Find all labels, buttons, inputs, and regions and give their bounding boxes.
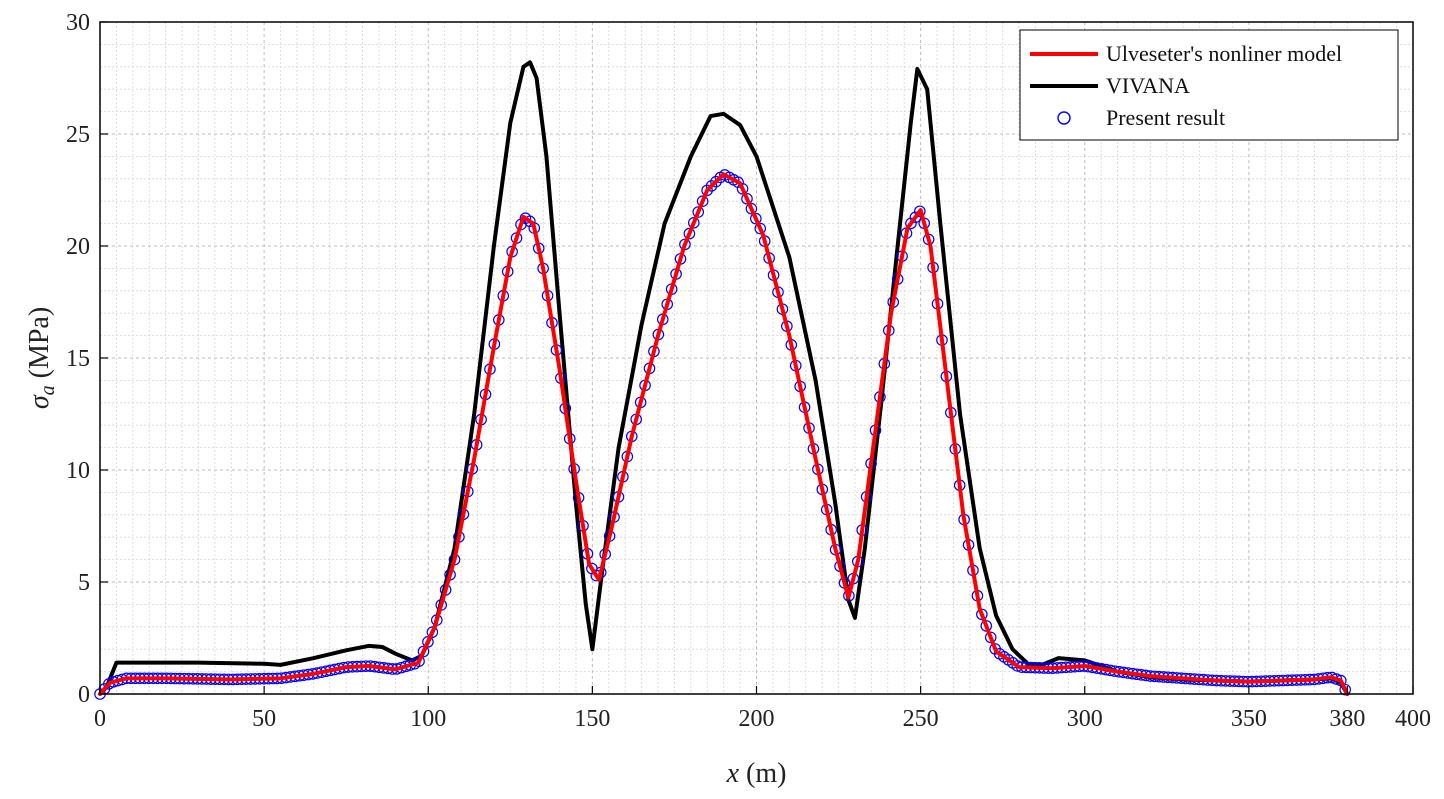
legend: Ulveseter's nonliner model VIVANA Present … bbox=[1019, 29, 1399, 141]
series-present-result-marker bbox=[422, 636, 434, 648]
series-vivana-line bbox=[98, 60, 1350, 696]
x-tick-label: 350 bbox=[1231, 706, 1267, 732]
series-present-result-marker bbox=[736, 183, 749, 195]
x-tick-label: 200 bbox=[739, 706, 775, 732]
y-axis-var: σ bbox=[24, 394, 55, 409]
series-present-result-marker bbox=[413, 655, 425, 668]
x-axis-unit: (m) bbox=[739, 758, 786, 789]
series-present-result-marker bbox=[741, 192, 753, 205]
y-axis-unit: (MPa) bbox=[24, 307, 55, 386]
series-layer bbox=[94, 60, 1352, 700]
series-present-result-marker bbox=[426, 626, 439, 638]
legend-label: VIVANA bbox=[1106, 73, 1190, 98]
x-tick-label: 400 bbox=[1395, 706, 1431, 732]
series-present-result-marker bbox=[913, 205, 926, 218]
legend-items: Ulveseter's nonliner model VIVANA Present … bbox=[1030, 41, 1342, 130]
series-present-result-marker bbox=[1339, 683, 1352, 696]
x-tick-label: 300 bbox=[1067, 706, 1103, 732]
y-tick-label: 30 bbox=[66, 10, 90, 36]
tick-layer: 0 50 100 150 200 250 300 350 380 400 0 5 10 15 20 25 30 bbox=[66, 10, 1431, 732]
legend-label: Ulveseter's nonliner model bbox=[1106, 41, 1342, 66]
x-tick-label: 50 bbox=[252, 706, 276, 732]
x-tick-label: 0 bbox=[94, 706, 106, 732]
x-tick-label: 100 bbox=[410, 706, 446, 732]
series-present-result-marker bbox=[905, 217, 917, 230]
x-tick-label: 150 bbox=[574, 706, 610, 732]
y-tick-label: 5 bbox=[78, 570, 90, 596]
x-tick-label: 380 bbox=[1329, 706, 1365, 732]
series-present-result-marker bbox=[754, 222, 767, 235]
series-present-result-marker bbox=[417, 645, 430, 658]
y-tick-label: 10 bbox=[66, 458, 90, 484]
series-present-result-marker bbox=[745, 202, 758, 215]
y-tick-label: 25 bbox=[66, 122, 90, 148]
y-axis-label: σa (MPa) bbox=[24, 307, 59, 409]
x-axis-var: x bbox=[726, 758, 740, 789]
y-tick-label: 20 bbox=[66, 234, 90, 260]
series-ulveseter-line bbox=[98, 172, 1350, 696]
series-present-result-marker bbox=[750, 212, 762, 225]
legend-label: Present result bbox=[1106, 105, 1225, 130]
legend-marker bbox=[1057, 111, 1071, 125]
x-tick-label: 250 bbox=[903, 706, 939, 732]
x-axis-label: x (m) bbox=[726, 758, 787, 789]
y-axis-subscript: a bbox=[37, 385, 59, 395]
series-present-result-marker bbox=[705, 180, 718, 192]
y-tick-label: 0 bbox=[78, 682, 90, 708]
series-present-result-marker bbox=[710, 175, 722, 188]
y-tick-label: 15 bbox=[66, 346, 90, 372]
